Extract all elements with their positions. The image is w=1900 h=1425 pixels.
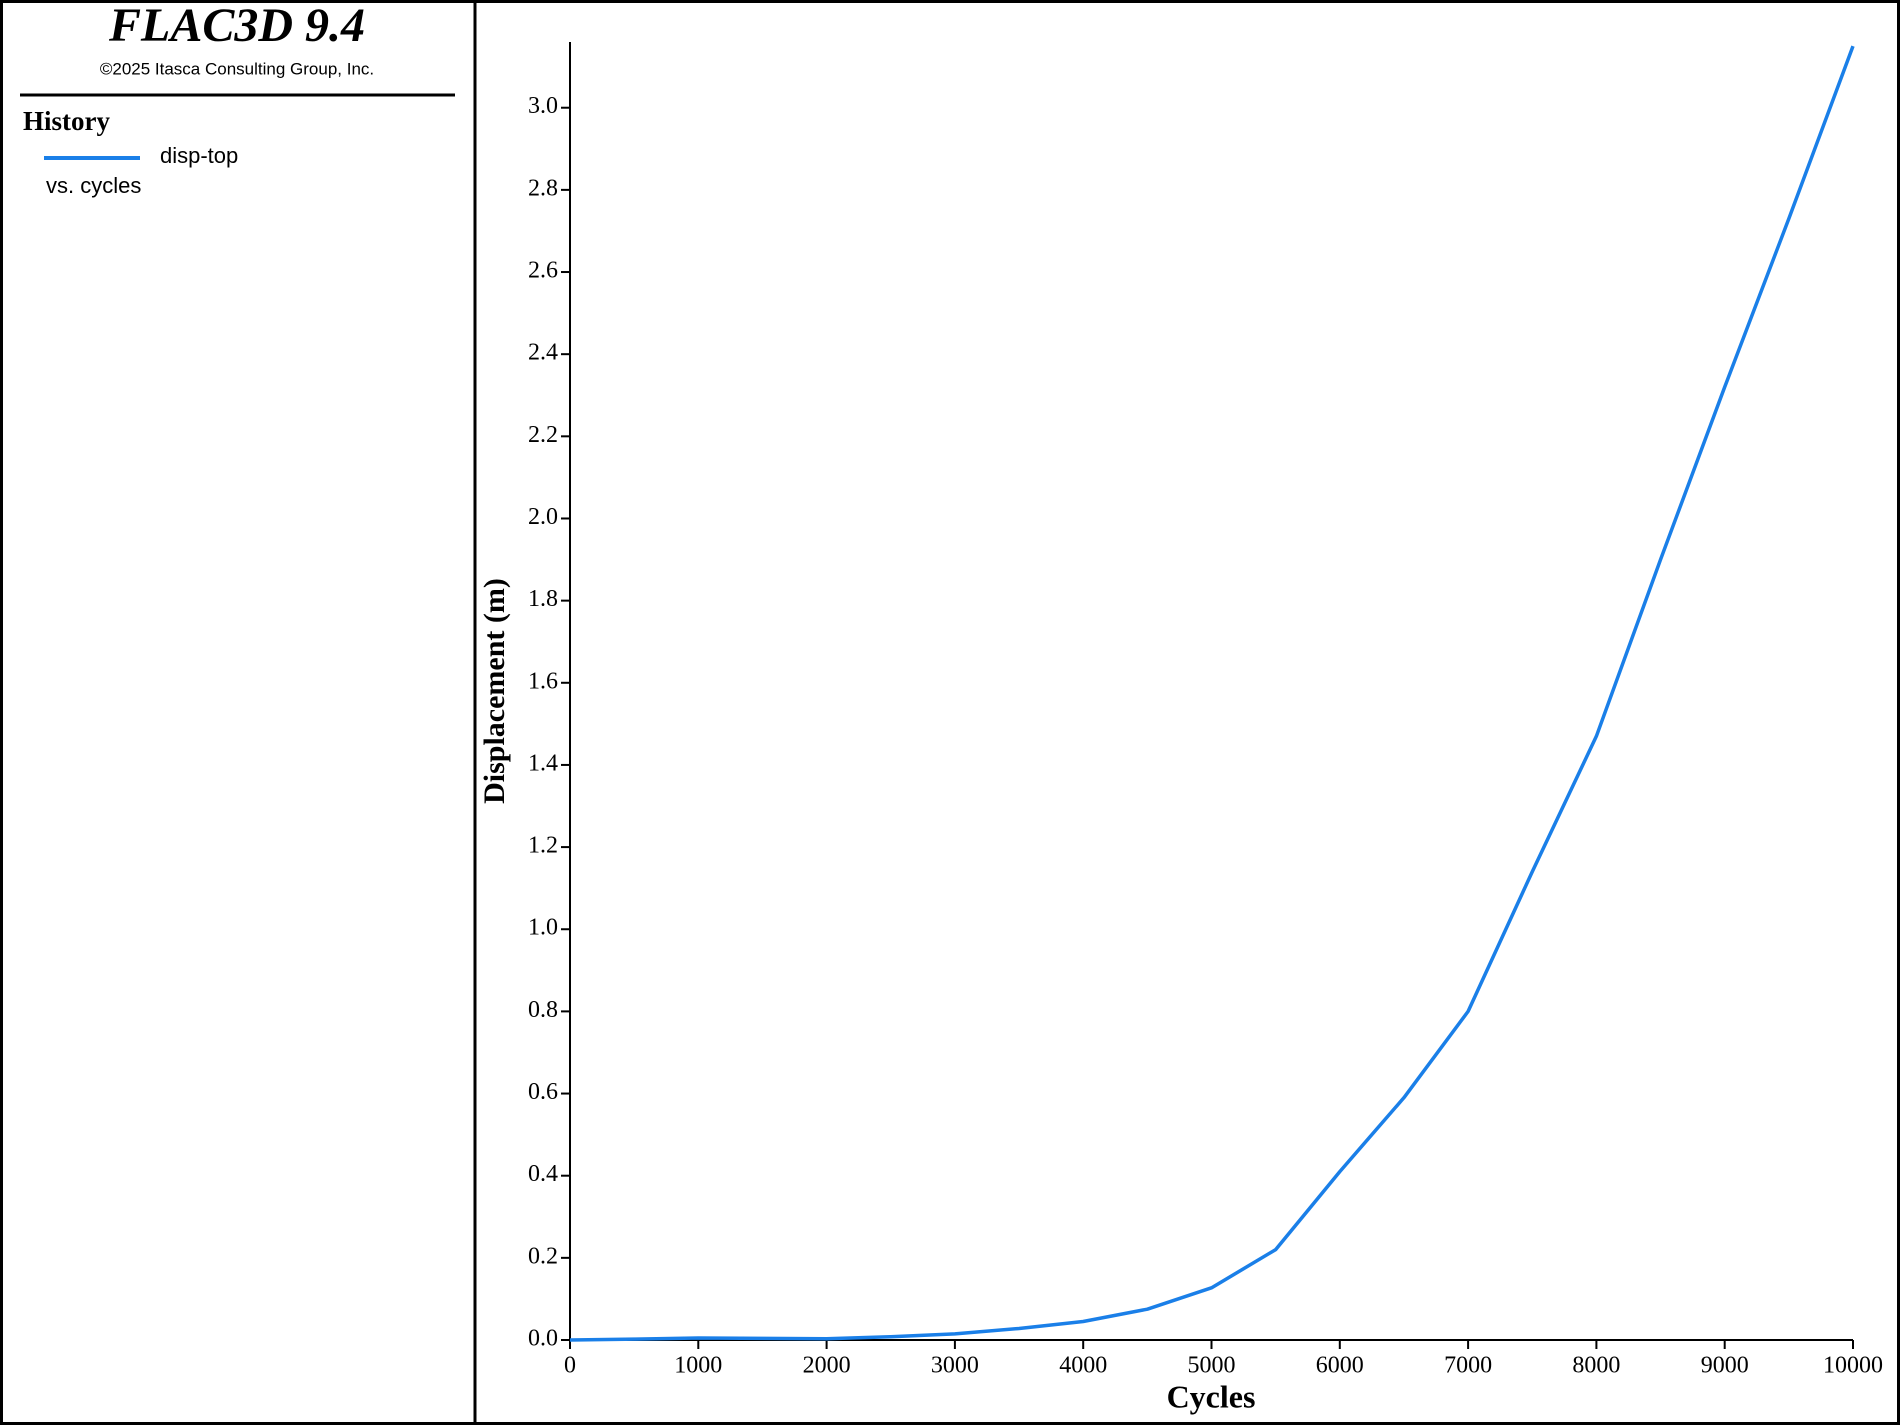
x-axis-label: Cycles: [1167, 1378, 1256, 1414]
x-tick-label: 2000: [803, 1353, 851, 1379]
y-tick-label: 0.2: [528, 1243, 558, 1269]
y-tick-label: 1.0: [528, 915, 558, 941]
copyright: ©2025 Itasca Consulting Group, Inc.: [100, 59, 374, 78]
legend-label: disp-top: [160, 143, 238, 168]
y-tick-label: 2.6: [528, 258, 558, 284]
legend-title: History: [23, 106, 110, 136]
data-line: [569, 45, 1855, 1342]
y-tick-label: 3.0: [528, 93, 558, 119]
y-axis-label: Displacement (m): [478, 578, 511, 804]
x-tick-label: 4000: [1059, 1353, 1107, 1379]
y-tick-label: 1.2: [528, 833, 558, 859]
y-tick-label: 1.8: [528, 586, 558, 612]
y-tick-label: 0.6: [528, 1079, 558, 1105]
y-tick-label: 0.4: [528, 1161, 558, 1187]
x-tick-label: 1000: [674, 1353, 722, 1379]
x-tick-label: 0: [564, 1353, 576, 1379]
y-tick-label: 2.2: [528, 422, 558, 448]
y-tick-label: 2.0: [528, 504, 558, 530]
y-tick-label: 0.8: [528, 997, 558, 1023]
x-tick-label: 10000: [1823, 1353, 1883, 1379]
y-tick-label: 1.6: [528, 668, 558, 694]
y-tick-label: 2.4: [528, 340, 558, 366]
app-title: FLAC3D 9.4: [108, 0, 365, 52]
y-tick-label: 2.8: [528, 175, 558, 201]
x-tick-label: 3000: [931, 1353, 979, 1379]
x-tick-label: 6000: [1316, 1353, 1364, 1379]
x-tick-label: 7000: [1444, 1353, 1492, 1379]
y-tick-label: 0.0: [528, 1326, 558, 1352]
x-tick-label: 8000: [1572, 1353, 1620, 1379]
x-tick-label: 9000: [1701, 1353, 1749, 1379]
y-tick-label: 1.4: [528, 750, 558, 776]
legend-note: vs. cycles: [46, 173, 141, 198]
x-tick-label: 5000: [1188, 1353, 1236, 1379]
